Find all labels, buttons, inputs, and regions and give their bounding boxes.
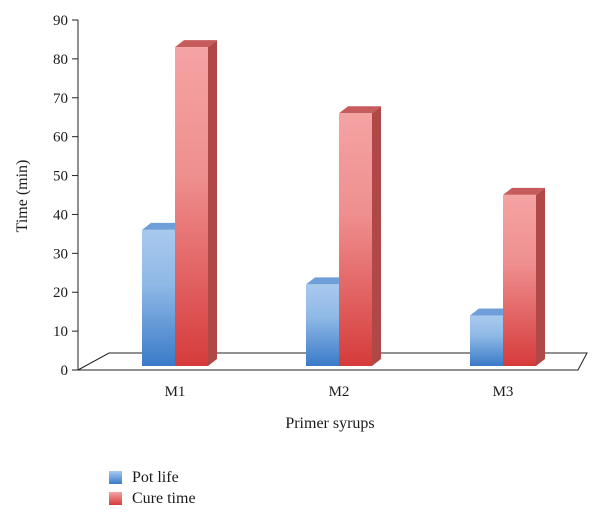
- legend-label-cure-time: Cure time: [132, 489, 196, 507]
- bar-front-face: [470, 315, 503, 366]
- y-tick-label: 10: [53, 324, 68, 340]
- bar-front-face: [306, 284, 339, 366]
- bar-top-face: [306, 277, 348, 285]
- legend-swatch-pot-life: [109, 471, 122, 484]
- chart-floor: [77, 352, 588, 371]
- y-tick-label: 80: [53, 52, 68, 68]
- legend-item-pot-life: Pot life: [109, 467, 196, 488]
- x-tick-label-m3: M3: [493, 384, 514, 400]
- bar-top-face: [142, 222, 184, 230]
- x-tick-label-m2: M2: [329, 384, 350, 400]
- bar-side-face: [208, 40, 217, 366]
- legend-label-pot-life: Pot life: [132, 468, 179, 486]
- x-tick-label-m1: M1: [165, 384, 186, 400]
- y-tick-label: 30: [53, 246, 68, 262]
- bar-front-face: [175, 47, 208, 366]
- bar-top-face: [175, 40, 217, 48]
- y-tick-label: 90: [53, 13, 68, 29]
- bar-top-face: [339, 106, 381, 114]
- bar-top-face: [470, 308, 512, 316]
- x-axis-title: Primer syrups: [285, 415, 374, 432]
- y-tick-label: 20: [53, 285, 68, 301]
- y-tick-label: 60: [53, 130, 68, 146]
- bar-side-face: [372, 106, 381, 366]
- bar-pot-life-m2: [306, 277, 348, 366]
- y-axis-title: Time (min): [14, 160, 31, 233]
- bar-front-face: [503, 194, 536, 366]
- legend-swatch-cure-time: [109, 492, 122, 505]
- y-tick-label: 40: [53, 207, 68, 223]
- bar-front-face: [142, 229, 175, 366]
- bar-front-face: [339, 113, 372, 366]
- y-tick-label: 70: [53, 91, 68, 107]
- y-tick-label: 0: [61, 363, 69, 379]
- legend-item-cure-time: Cure time: [109, 488, 196, 509]
- bar-cure-time-m1: [175, 40, 217, 366]
- bar-cure-time-m3: [503, 187, 545, 366]
- bar-side-face: [536, 187, 545, 366]
- y-tick-label: 50: [53, 169, 68, 185]
- bar-cure-time-m2: [339, 106, 381, 366]
- legend: Pot life Cure time: [109, 467, 196, 509]
- bar-top-face: [503, 187, 545, 195]
